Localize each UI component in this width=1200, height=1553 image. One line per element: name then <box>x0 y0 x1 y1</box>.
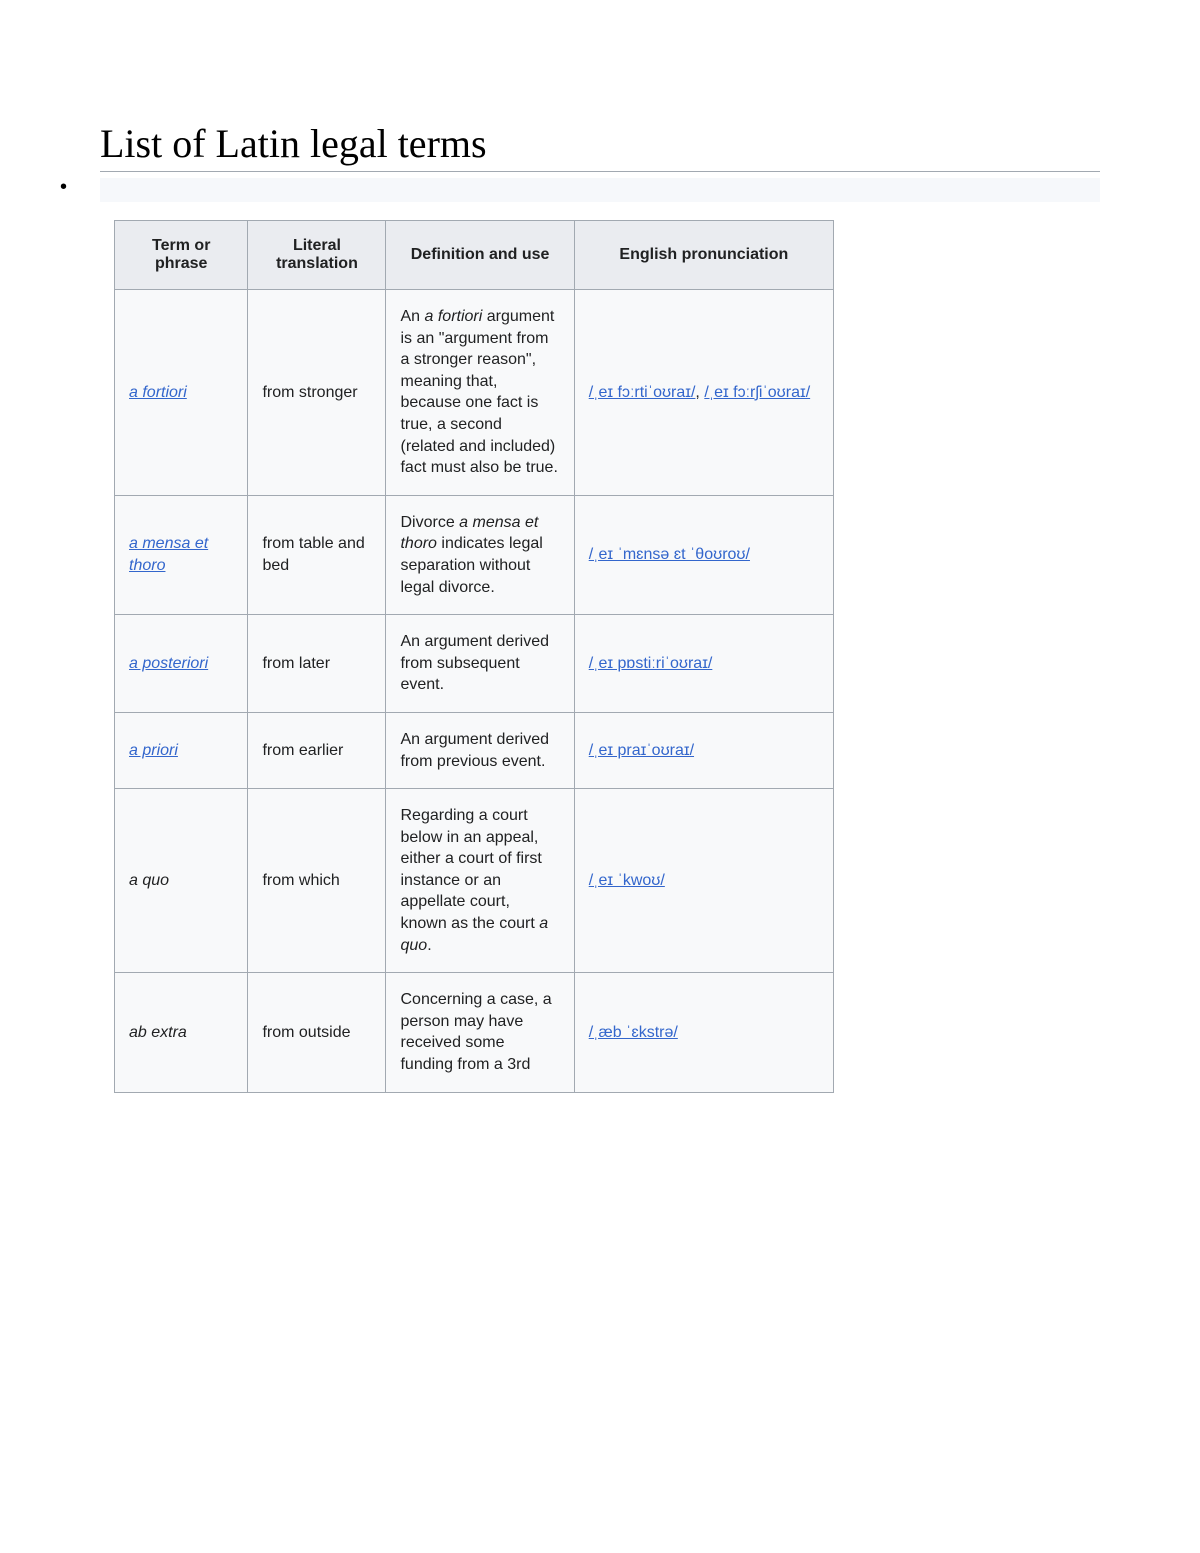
term-link[interactable]: a fortiori <box>129 384 187 401</box>
cell-term: a priori <box>115 712 248 788</box>
pronunciation-link[interactable]: /ˌeɪ fɔːrʃiˈoʊraɪ/ <box>704 384 810 401</box>
cell-literal: from stronger <box>248 290 386 496</box>
cell-literal: from which <box>248 789 386 973</box>
cell-literal: from outside <box>248 973 386 1092</box>
term-text: ab extra <box>129 1024 187 1041</box>
table-row: a mensa et thoro from table and bedDivorc… <box>115 495 834 614</box>
col-header-pronunciation: English pronunciation <box>574 221 833 290</box>
cell-term: a mensa et thoro <box>115 495 248 614</box>
term-link[interactable]: a priori <box>129 742 178 759</box>
definition-italic: a mensa et thoro <box>400 514 538 553</box>
cell-term: a fortiori <box>115 290 248 496</box>
col-header-term: Term or phrase <box>115 221 248 290</box>
term-link[interactable]: a posteriori <box>129 655 208 672</box>
cell-literal: from earlier <box>248 712 386 788</box>
section-bar <box>100 178 1100 202</box>
cell-term: a quo <box>115 789 248 973</box>
term-text: a quo <box>129 872 169 889</box>
table-row: a priori from earlierAn argument derived … <box>115 712 834 788</box>
pronunciation-link[interactable]: /ˌæb ˈɛkstrə/ <box>589 1024 678 1041</box>
col-header-literal: Literal translation <box>248 221 386 290</box>
cell-pronunciation: /ˌæb ˈɛkstrə/ <box>574 973 833 1092</box>
cell-literal: from table and bed <box>248 495 386 614</box>
cell-definition: Divorce a mensa et thoro indicates legal… <box>386 495 574 614</box>
definition-italic: a fortiori <box>425 308 483 325</box>
col-header-definition: Definition and use <box>386 221 574 290</box>
cell-definition: An argument derived from previous event. <box>386 712 574 788</box>
definition-italic: a quo <box>400 915 548 954</box>
cell-definition: Regarding a court below in an appeal, ei… <box>386 789 574 973</box>
cell-pronunciation: /ˌeɪ praɪˈoʊraɪ/ <box>574 712 833 788</box>
cell-pronunciation: /ˌeɪ pɒstiːriˈoʊraɪ/ <box>574 615 833 713</box>
table-header-row: Term or phrase Literal translation Defin… <box>115 221 834 290</box>
cell-pronunciation: /ˌeɪ ˈmɛnsə ɛt ˈθoʊroʊ/ <box>574 495 833 614</box>
table-row: a fortiori from strongerAn a fortiori arg… <box>115 290 834 496</box>
table-row: a posteriori from laterAn argument derive… <box>115 615 834 713</box>
pronunciation-link[interactable]: /ˌeɪ pɒstiːriˈoʊraɪ/ <box>589 655 713 672</box>
pronunciation-link[interactable]: /ˌeɪ ˈmɛnsə ɛt ˈθoʊroʊ/ <box>589 546 750 563</box>
terms-table: Term or phrase Literal translation Defin… <box>114 220 834 1093</box>
cell-definition: An argument derived from subsequent even… <box>386 615 574 713</box>
page-title: List of Latin legal terms <box>100 120 1100 172</box>
table-row: ab extra from outsideConcerning a case, a… <box>115 973 834 1092</box>
pronunciation-link[interactable]: /ˌeɪ praɪˈoʊraɪ/ <box>589 742 694 759</box>
table-row: a quo from whichRegarding a court below i… <box>115 789 834 973</box>
cell-term: ab extra <box>115 973 248 1092</box>
cell-literal: from later <box>248 615 386 713</box>
cell-pronunciation: /ˌeɪ fɔːrtiˈoʊraɪ/, /ˌeɪ fɔːrʃiˈoʊraɪ/ <box>574 290 833 496</box>
cell-term: a posteriori <box>115 615 248 713</box>
cell-definition: An a fortiori argument is an "argument f… <box>386 290 574 496</box>
cell-pronunciation: /ˌeɪ ˈkwoʊ/ <box>574 789 833 973</box>
pronunciation-link[interactable]: /ˌeɪ fɔːrtiˈoʊraɪ/ <box>589 384 696 401</box>
pronunciation-link[interactable]: /ˌeɪ ˈkwoʊ/ <box>589 872 665 889</box>
cell-definition: Concerning a case, a person may have rec… <box>386 973 574 1092</box>
term-link[interactable]: a mensa et thoro <box>129 535 208 574</box>
